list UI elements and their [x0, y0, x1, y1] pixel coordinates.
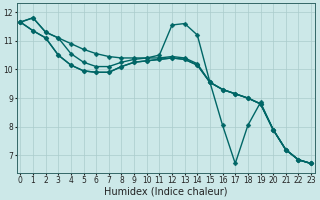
X-axis label: Humidex (Indice chaleur): Humidex (Indice chaleur)	[104, 187, 228, 197]
